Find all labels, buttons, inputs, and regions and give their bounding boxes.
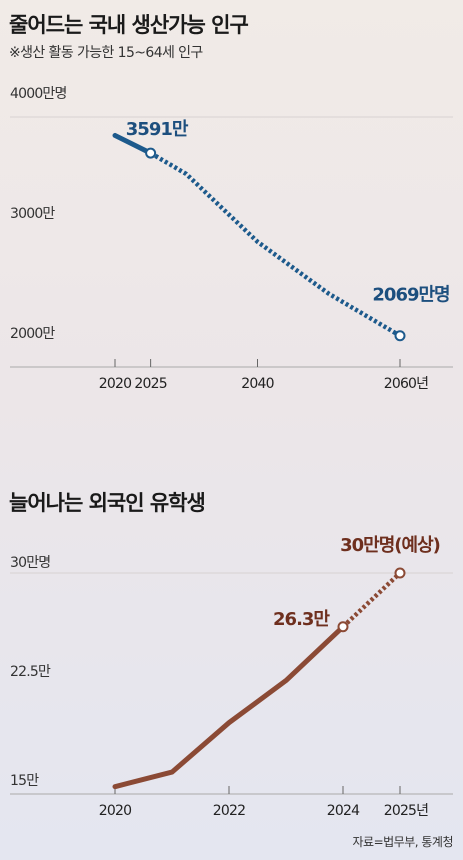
- chart2-x-tick-label: 2020: [99, 803, 131, 819]
- chart1-data-label: 2069만명: [372, 285, 449, 306]
- chart1-data-point-marker: [394, 330, 406, 342]
- chart2-data-label: 30만명(예상): [340, 535, 440, 556]
- chart1-x-tick-label: 2040: [241, 376, 273, 392]
- chart1-y-tick-label: 4000만명: [10, 86, 67, 102]
- chart2-title: 늘어나는 외국인 유학생: [9, 491, 206, 515]
- chart2-data-label: 26.3만: [273, 609, 330, 630]
- chart2-series-projected: [341, 571, 402, 629]
- source-credit: 자료=법무부, 통계청: [352, 835, 453, 849]
- chart2-series-actual: [112, 624, 346, 790]
- chart1-x-tick-label: 2060년: [384, 376, 429, 392]
- chart1-working-age-population: 4000만명 3000만 2000만 2020 2025 2040 2060년 3591만 20…: [10, 86, 453, 392]
- chart2-y-tick-label: 30만명: [10, 555, 50, 571]
- chart1-data-point-marker: [145, 147, 157, 159]
- chart2-x-tick-label: 2025년: [384, 803, 429, 819]
- chart1-data-label: 3591만: [126, 119, 189, 140]
- chart2-y-tick-label: 15만: [10, 773, 39, 789]
- chart2-data-point-marker: [337, 621, 349, 633]
- chart2-x-tick-label: 2024: [327, 803, 360, 819]
- chart2-data-point-marker: [394, 567, 406, 579]
- chart1-title: 줄어드는 국내 생산가능 인구: [9, 13, 249, 37]
- chart1-x-tick-label: 2025: [134, 376, 166, 392]
- chart1-series-projected: [149, 151, 402, 338]
- chart1-x-tick-label: 2020: [99, 376, 131, 392]
- chart1-y-tick-label: 2000만: [10, 326, 55, 342]
- chart1-y-tick-label: 3000만: [10, 206, 55, 222]
- chart2-y-tick-label: 22.5만: [10, 664, 51, 680]
- chart1-series-actual: [112, 132, 154, 156]
- chart2-x-tick-label: 2022: [213, 803, 245, 819]
- chart1-subtitle: ※생산 활동 가능한 15~64세 인구: [9, 45, 203, 61]
